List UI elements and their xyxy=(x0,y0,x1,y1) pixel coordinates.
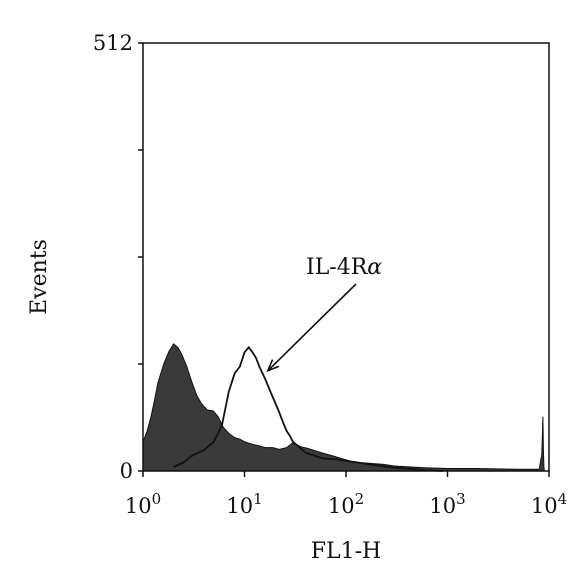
x-tick-base: 10 xyxy=(125,494,152,518)
x-tick-exponent: 4 xyxy=(558,490,568,508)
annotation-arrow-head xyxy=(266,359,280,373)
series-filled-histogram xyxy=(142,343,545,472)
y-axis-title: Events xyxy=(27,239,52,315)
x-tick-exponent: 2 xyxy=(355,490,365,508)
x-tick-base: 10 xyxy=(429,494,456,518)
series-outline-histogram xyxy=(173,345,443,472)
x-tick-label: 101 xyxy=(226,490,262,518)
x-tick-exponent: 1 xyxy=(253,490,263,508)
x-tick-label: 102 xyxy=(328,490,364,518)
labels-layer: FL1-H Events xyxy=(27,239,381,564)
x-tick-label: 104 xyxy=(531,490,567,518)
annotation-layer: IL-4Rα xyxy=(266,255,382,373)
annotation-arrow-line xyxy=(267,283,357,372)
x-axis-title: FL1-H xyxy=(311,539,382,564)
annotation-symbol: α xyxy=(367,255,382,280)
y-tick-label: 512 xyxy=(93,31,133,55)
x-tick-base: 10 xyxy=(531,494,558,518)
x-tick-label: 100 xyxy=(125,490,161,518)
annotation-label: IL-4Rα xyxy=(306,255,382,280)
series-layer xyxy=(142,343,545,472)
x-tick-label: 103 xyxy=(429,490,465,518)
x-tick-exponent: 0 xyxy=(152,490,162,508)
x-tick-base: 10 xyxy=(226,494,253,518)
y-tick-label: 0 xyxy=(120,459,133,483)
x-tick-exponent: 3 xyxy=(456,490,466,508)
x-tick-base: 10 xyxy=(328,494,355,518)
annotation-main-text: IL-4R xyxy=(306,255,369,280)
